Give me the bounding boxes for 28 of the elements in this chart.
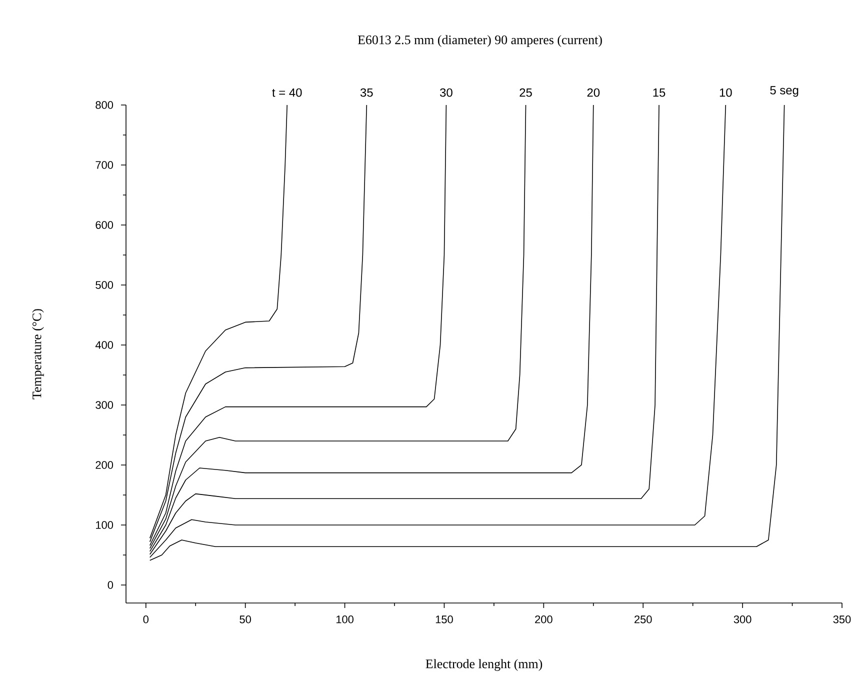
- x-tick-label: 100: [336, 616, 354, 624]
- annotation: 15: [653, 88, 666, 97]
- x-tick-label: 250: [634, 616, 652, 624]
- x-tick-label: 150: [436, 616, 453, 624]
- y-tick-label: 0: [108, 581, 114, 589]
- x-tick-label: 300: [734, 616, 752, 624]
- y-tick-label: 500: [96, 281, 114, 289]
- y-tick-label: 300: [96, 401, 114, 409]
- x-tick-label: 50: [240, 616, 251, 624]
- x-tick-label: 200: [535, 616, 552, 624]
- y-tick-label: 600: [96, 221, 114, 229]
- x-tick-label: 0: [143, 616, 148, 624]
- y-tick-label: 700: [96, 161, 114, 169]
- annotation: t = 40: [272, 88, 302, 97]
- annotation: 30: [440, 88, 452, 97]
- y-tick-label: 100: [96, 521, 114, 529]
- annotation: 35: [360, 88, 373, 97]
- y-tick-label: 400: [95, 341, 114, 349]
- annotation: 10: [720, 88, 732, 97]
- x-tick-label: 350: [833, 616, 851, 624]
- y-axis-title: Temperature (°C): [32, 309, 44, 400]
- annotation: 5 seg: [770, 86, 798, 97]
- annotation: 20: [587, 88, 600, 97]
- x-axis-title: Electrode lenght (mm): [426, 659, 542, 671]
- annotation: 25: [520, 88, 532, 97]
- chart-title: E6013 2.5 mm (diameter) 90 amperes (current): [358, 35, 602, 47]
- y-tick-label: 200: [96, 461, 114, 469]
- y-tick-label: 800: [96, 101, 114, 109]
